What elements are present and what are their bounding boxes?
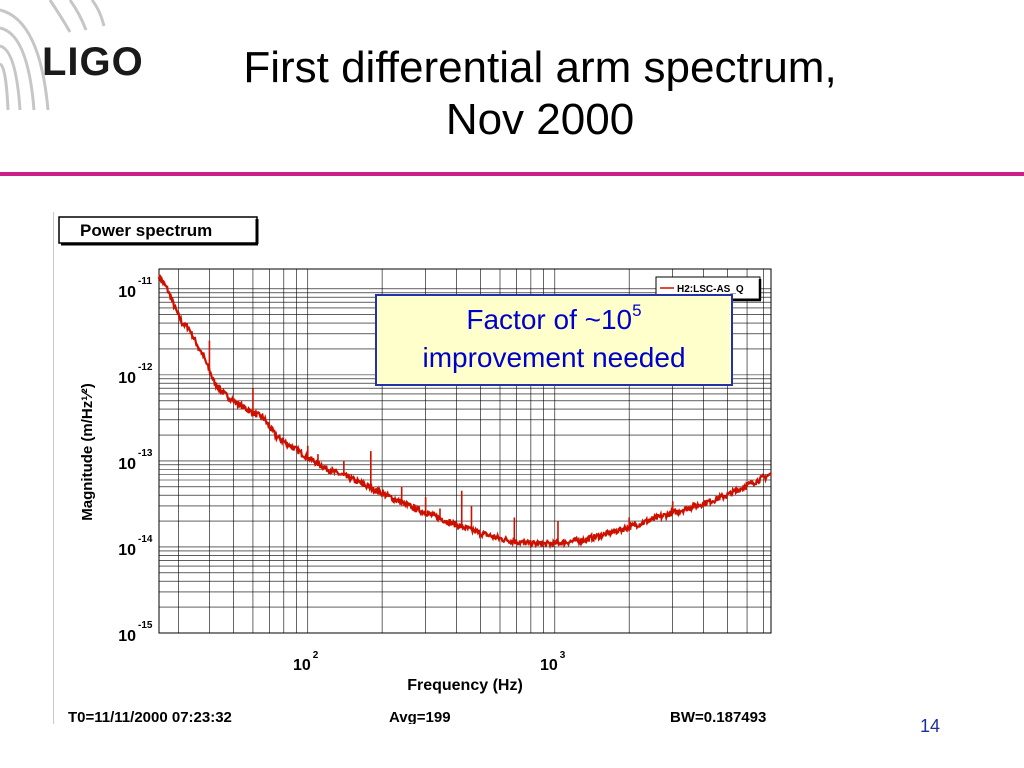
footer-avg: Avg=199 xyxy=(389,709,451,724)
slide-number: 14 xyxy=(919,716,940,736)
x-tick-exponent: 3 xyxy=(560,650,566,661)
callout-box: Factor of ~105 improvement needed xyxy=(375,294,733,386)
y-tick-exponent: -13 xyxy=(138,448,153,459)
y-tick-label: 10 xyxy=(118,284,136,301)
x-tick-exponent: 2 xyxy=(313,650,319,661)
y-tick-exponent: -14 xyxy=(138,534,153,545)
logo-arc xyxy=(0,8,50,111)
y-tick-label: 10 xyxy=(118,456,136,473)
slide-title-line2: Nov 2000 xyxy=(445,95,635,144)
slide-title: First differential arm spectrum, Nov 200… xyxy=(180,42,900,146)
logo-arc xyxy=(0,62,10,111)
data-layer xyxy=(157,274,773,550)
footer-t0: T0=11/11/2000 07:23:32 xyxy=(68,709,232,724)
x-tick-label: 10 xyxy=(293,657,311,674)
callout-superscript: 5 xyxy=(632,301,642,320)
callout-text-line2: improvement needed xyxy=(422,342,686,373)
slide-title-line1: First differential arm spectrum, xyxy=(243,43,837,92)
y-tick-exponent: -12 xyxy=(138,362,153,373)
y-axis-label: Magnitude (m/Hz¹⁄²) xyxy=(79,383,96,520)
legend-label: H2:LSC-AS_Q xyxy=(677,284,744,295)
chart-title: Power spectrum xyxy=(80,221,212,240)
y-tick-exponent: -11 xyxy=(138,276,152,287)
y-tick-label: 10 xyxy=(118,370,136,387)
logo-arcs xyxy=(0,0,106,111)
y-tick-label: 10 xyxy=(118,628,136,645)
series-line xyxy=(157,274,773,550)
title-divider xyxy=(0,172,1024,176)
logo-arc xyxy=(48,0,72,33)
logo-arc xyxy=(0,26,36,111)
footer-bw: BW=0.187493 xyxy=(670,709,766,724)
logo-arc xyxy=(0,44,22,111)
x-axis-label: Frequency (Hz) xyxy=(407,677,523,694)
power-spectrum-chart: Power spectrum 10-1110-1210-1310-1410-15… xyxy=(58,216,773,724)
y-tick-label: 10 xyxy=(118,542,136,559)
plot-panel: Power spectrum 10 -11 10 -12 10 -13 10 -14 10 -15… xyxy=(53,212,809,724)
y-tick-exponent: -15 xyxy=(138,620,153,631)
callout-text: Factor of ~10 xyxy=(466,304,633,335)
x-tick-label: 10 xyxy=(540,657,558,674)
logo-arc xyxy=(90,0,106,27)
logo-arc xyxy=(68,0,88,31)
logo: LIGO xyxy=(42,40,144,84)
